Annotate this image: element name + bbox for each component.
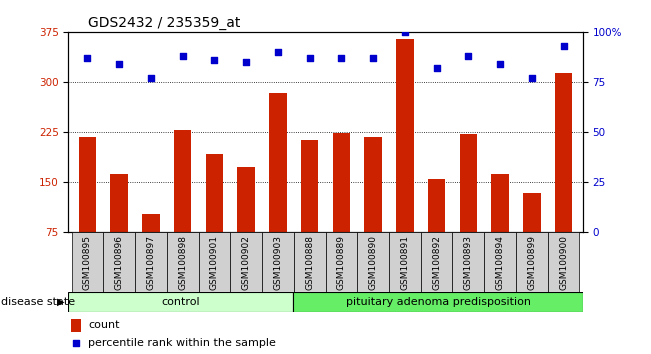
Bar bbox=[111, 174, 128, 232]
FancyBboxPatch shape bbox=[452, 232, 484, 292]
Text: GSM100899: GSM100899 bbox=[527, 235, 536, 290]
Bar bbox=[428, 178, 445, 232]
FancyBboxPatch shape bbox=[421, 232, 452, 292]
Text: GSM100897: GSM100897 bbox=[146, 235, 156, 290]
Text: control: control bbox=[161, 297, 200, 307]
FancyBboxPatch shape bbox=[547, 232, 579, 292]
Point bbox=[82, 55, 92, 61]
FancyBboxPatch shape bbox=[294, 292, 583, 312]
Text: GSM100888: GSM100888 bbox=[305, 235, 314, 290]
Bar bbox=[492, 174, 509, 232]
Bar bbox=[238, 167, 255, 232]
FancyBboxPatch shape bbox=[167, 232, 199, 292]
Point bbox=[495, 61, 505, 67]
Point bbox=[146, 75, 156, 81]
Point bbox=[305, 55, 315, 61]
Bar bbox=[142, 214, 159, 232]
Bar bbox=[396, 39, 413, 232]
Text: GSM100890: GSM100890 bbox=[368, 235, 378, 290]
FancyBboxPatch shape bbox=[104, 232, 135, 292]
Text: GSM100902: GSM100902 bbox=[242, 235, 251, 290]
Bar bbox=[79, 137, 96, 232]
Point bbox=[273, 49, 283, 55]
Text: disease state: disease state bbox=[1, 297, 76, 307]
Text: GSM100892: GSM100892 bbox=[432, 235, 441, 290]
Point bbox=[432, 65, 442, 71]
Text: ▶: ▶ bbox=[57, 297, 64, 307]
Bar bbox=[174, 130, 191, 232]
Point bbox=[559, 43, 569, 49]
Text: GSM100903: GSM100903 bbox=[273, 235, 283, 290]
Text: percentile rank within the sample: percentile rank within the sample bbox=[89, 338, 276, 348]
Bar bbox=[555, 73, 572, 232]
Text: GSM100894: GSM100894 bbox=[495, 235, 505, 290]
Point bbox=[114, 61, 124, 67]
Point bbox=[463, 53, 473, 59]
Bar bbox=[269, 93, 286, 232]
FancyBboxPatch shape bbox=[294, 232, 326, 292]
FancyBboxPatch shape bbox=[484, 232, 516, 292]
FancyBboxPatch shape bbox=[516, 232, 547, 292]
FancyBboxPatch shape bbox=[389, 232, 421, 292]
FancyBboxPatch shape bbox=[135, 232, 167, 292]
Point bbox=[178, 53, 188, 59]
FancyBboxPatch shape bbox=[357, 232, 389, 292]
Text: GSM100900: GSM100900 bbox=[559, 235, 568, 290]
Text: GSM100895: GSM100895 bbox=[83, 235, 92, 290]
Point bbox=[400, 29, 410, 35]
FancyBboxPatch shape bbox=[326, 232, 357, 292]
FancyBboxPatch shape bbox=[72, 232, 104, 292]
Point bbox=[527, 75, 537, 81]
Text: GDS2432 / 235359_at: GDS2432 / 235359_at bbox=[88, 16, 240, 30]
Bar bbox=[460, 134, 477, 232]
FancyBboxPatch shape bbox=[262, 232, 294, 292]
Text: GSM100898: GSM100898 bbox=[178, 235, 187, 290]
Bar bbox=[523, 193, 540, 232]
Bar bbox=[365, 137, 382, 232]
Bar bbox=[72, 319, 81, 332]
Text: GSM100896: GSM100896 bbox=[115, 235, 124, 290]
Bar bbox=[333, 132, 350, 232]
Point bbox=[71, 340, 81, 346]
FancyBboxPatch shape bbox=[230, 232, 262, 292]
Point bbox=[209, 57, 219, 63]
Text: GSM100893: GSM100893 bbox=[464, 235, 473, 290]
Point bbox=[368, 55, 378, 61]
Text: pituitary adenoma predisposition: pituitary adenoma predisposition bbox=[346, 297, 531, 307]
Point bbox=[336, 55, 346, 61]
Point bbox=[241, 59, 251, 65]
FancyBboxPatch shape bbox=[199, 232, 230, 292]
FancyBboxPatch shape bbox=[68, 292, 294, 312]
Text: GSM100901: GSM100901 bbox=[210, 235, 219, 290]
Bar bbox=[206, 154, 223, 232]
Text: GSM100891: GSM100891 bbox=[400, 235, 409, 290]
Text: GSM100889: GSM100889 bbox=[337, 235, 346, 290]
Text: count: count bbox=[89, 320, 120, 330]
Bar bbox=[301, 140, 318, 232]
